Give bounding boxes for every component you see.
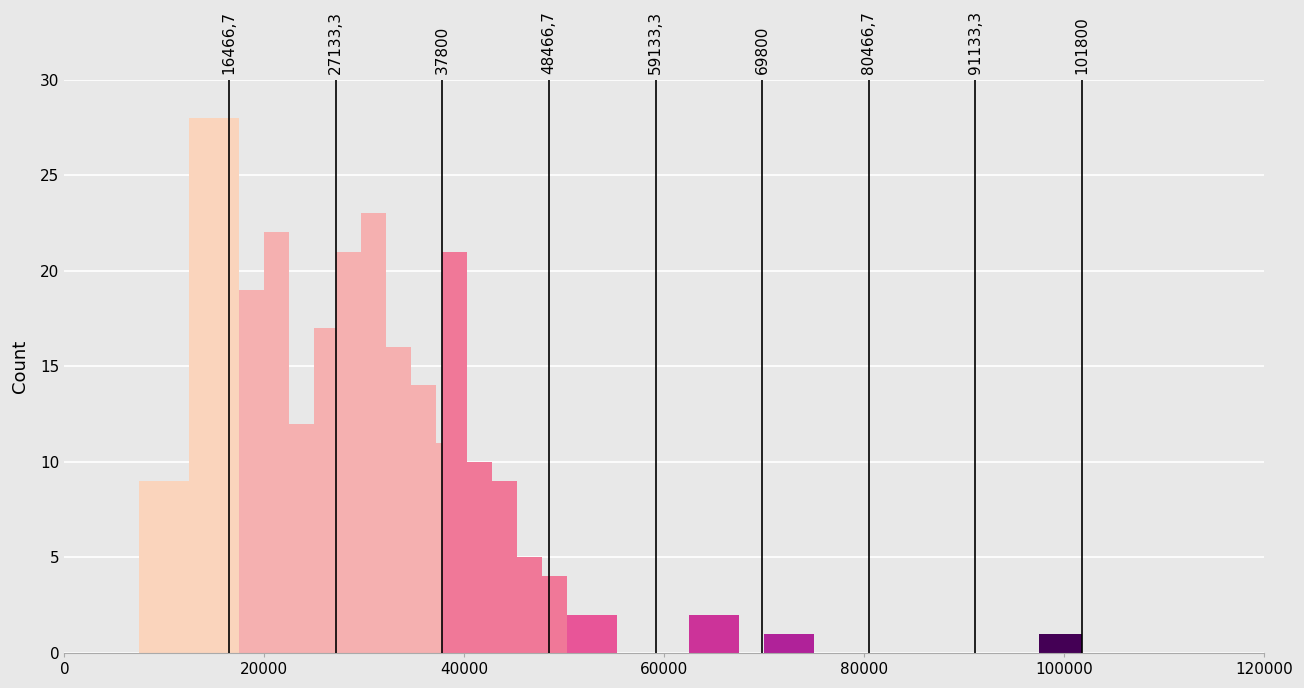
Bar (1039, 634, 1082, 653)
Bar (361, 213, 386, 653)
Bar (690, 614, 739, 653)
Bar (442, 252, 467, 653)
Bar (436, 442, 460, 653)
Text: 69800: 69800 (755, 25, 769, 74)
Bar (265, 233, 289, 653)
Bar (240, 290, 265, 653)
Bar (592, 614, 617, 653)
Text: 37800: 37800 (434, 25, 450, 74)
Bar (542, 577, 567, 653)
Bar (314, 328, 339, 653)
Y-axis label: Count: Count (12, 340, 29, 393)
Bar (411, 385, 436, 653)
Text: 91133,3: 91133,3 (968, 11, 983, 74)
Bar (386, 347, 411, 653)
Text: 101800: 101800 (1074, 16, 1090, 74)
Bar (140, 481, 189, 653)
Text: 48466,7: 48466,7 (541, 11, 557, 74)
Bar (335, 252, 361, 653)
Text: 27133,3: 27133,3 (329, 11, 343, 74)
Bar (567, 614, 592, 653)
Bar (518, 557, 542, 653)
Text: 16466,7: 16466,7 (222, 11, 236, 74)
Text: 80466,7: 80466,7 (862, 11, 876, 74)
Bar (764, 634, 814, 653)
Bar (493, 481, 518, 653)
Bar (467, 462, 493, 653)
Bar (289, 424, 314, 653)
Text: 59133,3: 59133,3 (648, 11, 662, 74)
Bar (189, 118, 240, 653)
